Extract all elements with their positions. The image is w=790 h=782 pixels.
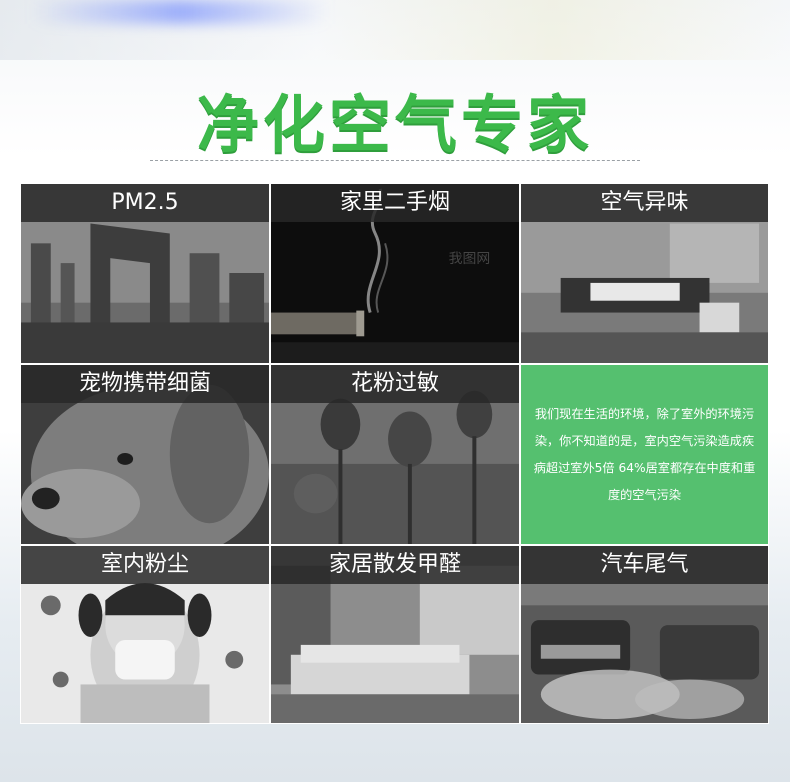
cell-label: 家里二手烟 — [271, 184, 519, 222]
info-text: 我们现在生活的环境，除了室外的环境污染，你不知道的是，室内空气污染造成疾病超过室… — [533, 406, 756, 502]
cell-pets: 宠物携带细菌 — [20, 364, 270, 545]
info-panel: 我们现在生活的环境，除了室外的环境污染，你不知道的是，室内空气污染造成疾病超过室… — [520, 364, 769, 545]
pollution-grid: PM2.5 我图网 家里二手烟 空气异味 — [20, 183, 769, 724]
page-title: 净化空气专家 — [196, 88, 593, 161]
top-glow — [30, 0, 330, 24]
cell-pm25: PM2.5 — [20, 183, 270, 364]
cell-label: 汽车尾气 — [521, 546, 768, 584]
cell-label: 空气异味 — [521, 184, 768, 222]
cell-label: 室内粉尘 — [21, 546, 269, 584]
cell-label: 宠物携带细菌 — [21, 365, 269, 403]
cell-smoke: 我图网 家里二手烟 — [270, 183, 520, 364]
cell-odor: 空气异味 — [520, 183, 769, 364]
title-divider — [150, 160, 640, 161]
cell-formaldehyde: 家居散发甲醛 — [270, 545, 520, 724]
watermark-text: 我图网 — [449, 251, 491, 267]
cell-dust: 室内粉尘 — [20, 545, 270, 724]
cell-label: 花粉过敏 — [271, 365, 519, 403]
cell-label: PM2.5 — [21, 184, 269, 222]
cell-label: 家居散发甲醛 — [271, 546, 519, 584]
cell-pollen: 花粉过敏 — [270, 364, 520, 545]
cell-exhaust: 汽车尾气 — [520, 545, 769, 724]
